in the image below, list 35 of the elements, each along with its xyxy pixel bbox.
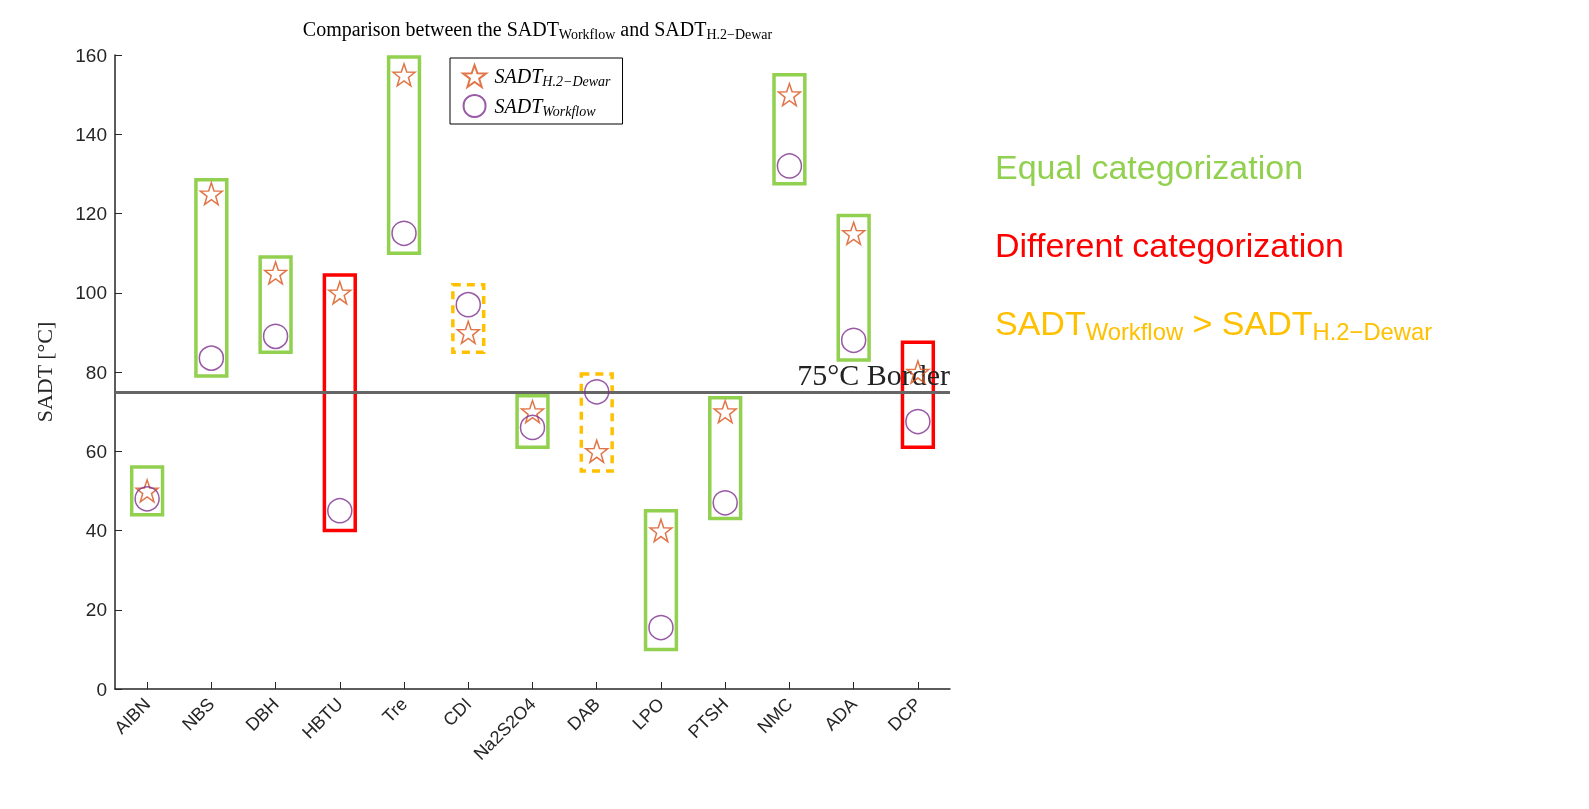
point [455, 291, 482, 318]
y-tick-label: 40 [85, 520, 107, 541]
y-tick-label: 0 [96, 678, 107, 700]
x-tick-label: Tre [378, 693, 412, 727]
point [713, 399, 737, 424]
point [777, 82, 802, 107]
text: Different categorization [995, 226, 1345, 264]
point [584, 379, 610, 405]
y-tick-label: 100 [75, 282, 107, 304]
y-tick-label: 60 [85, 440, 107, 462]
point [840, 327, 867, 354]
point [392, 63, 416, 87]
y-tick-label: 80 [85, 361, 107, 383]
point [328, 281, 352, 305]
text: Equal categorization [995, 148, 1304, 186]
point [199, 181, 224, 206]
point [648, 614, 674, 641]
point [776, 153, 803, 179]
point [198, 345, 225, 371]
point [841, 221, 866, 246]
y-tick-label: 20 [85, 599, 107, 621]
point [584, 439, 609, 463]
y-tick-label: 140 [75, 123, 107, 145]
point [649, 518, 673, 543]
point [905, 408, 931, 435]
point [262, 323, 289, 350]
y-tick-label: 120 [75, 203, 107, 224]
point [327, 497, 353, 524]
y-axis-title: SADT [°C] [31, 321, 57, 423]
point [391, 220, 417, 247]
y-tick-label: 160 [75, 44, 107, 66]
x-tick-label: CDI [439, 693, 476, 730]
point [712, 490, 738, 516]
point [263, 261, 288, 285]
point [456, 320, 481, 345]
